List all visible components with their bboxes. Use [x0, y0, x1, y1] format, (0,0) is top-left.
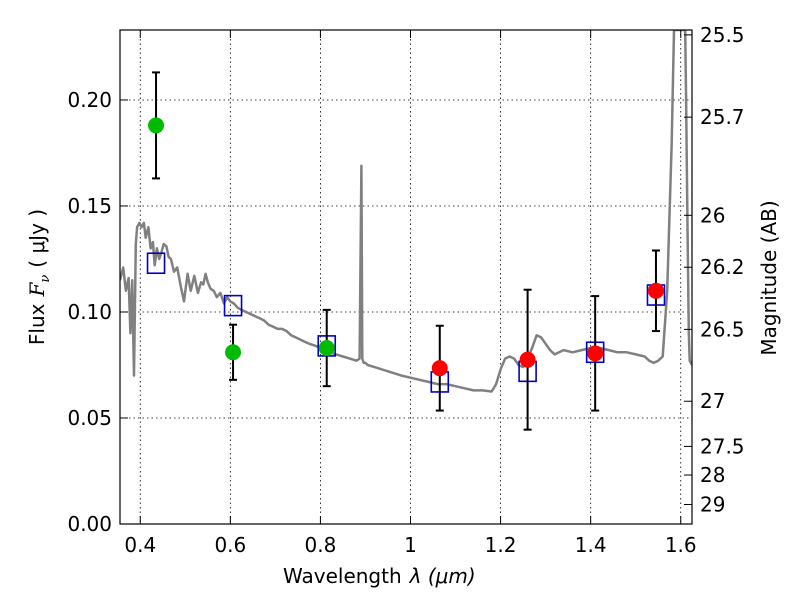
right-axis-ticks: 25.5 25.7 26 26.2 26.5 27 27.5 28 29: [684, 23, 745, 516]
model-square-marker: [146, 252, 166, 275]
right-tick-label: 27: [700, 389, 725, 413]
model-square-marker: [223, 294, 243, 317]
x-tick-label: 1: [404, 533, 417, 557]
x-tick-label: 0.4: [124, 533, 156, 557]
right-tick-label: 27.5: [700, 434, 745, 458]
y-tick-label: 0.10: [67, 300, 112, 324]
right-tick-label: 29: [700, 492, 725, 516]
x-tick-label: 0.8: [305, 533, 337, 557]
data-point-ff0000: [647, 282, 664, 299]
data-point-00bb00: [148, 117, 165, 134]
y-axis-label: FluxFν( μJy ): [25, 209, 53, 345]
x-tick-label: 1.6: [665, 533, 697, 557]
y-axis-ticks: 0.00 0.05 0.10 0.15 0.20: [67, 88, 128, 536]
x-tick-label: 1.4: [575, 533, 607, 557]
x-axis-label: Wavelength λ (μm): [283, 564, 476, 588]
right-tick-label: 26.5: [700, 317, 745, 341]
y-tick-label: 0.00: [67, 512, 112, 536]
plot-frame: [119, 29, 693, 525]
right-tick-label: 28: [700, 463, 725, 487]
right-axis-label: Magnitude (AB): [757, 200, 781, 355]
x-tick-label: 1.2: [485, 533, 517, 557]
data-point-ff0000: [587, 345, 604, 362]
y-tick-label: 0.20: [67, 88, 112, 112]
right-tick-label: 25.5: [700, 23, 745, 47]
data-point-00bb00: [318, 340, 335, 357]
right-tick-label: 26: [700, 203, 725, 227]
data-point-00bb00: [225, 344, 242, 361]
x-axis-ticks: 0.4 0.6 0.8 1 1.2 1.4 1.6: [124, 30, 697, 557]
y-tick-label: 0.15: [67, 194, 112, 218]
right-tick-label: 26.2: [700, 255, 745, 279]
data-point-ff0000: [519, 351, 536, 368]
marker-layer: [146, 71, 666, 431]
data-point-ff0000: [431, 360, 448, 377]
y-tick-label: 0.05: [67, 406, 112, 430]
x-tick-label: 0.6: [214, 533, 246, 557]
right-tick-label: 25.7: [700, 105, 745, 129]
